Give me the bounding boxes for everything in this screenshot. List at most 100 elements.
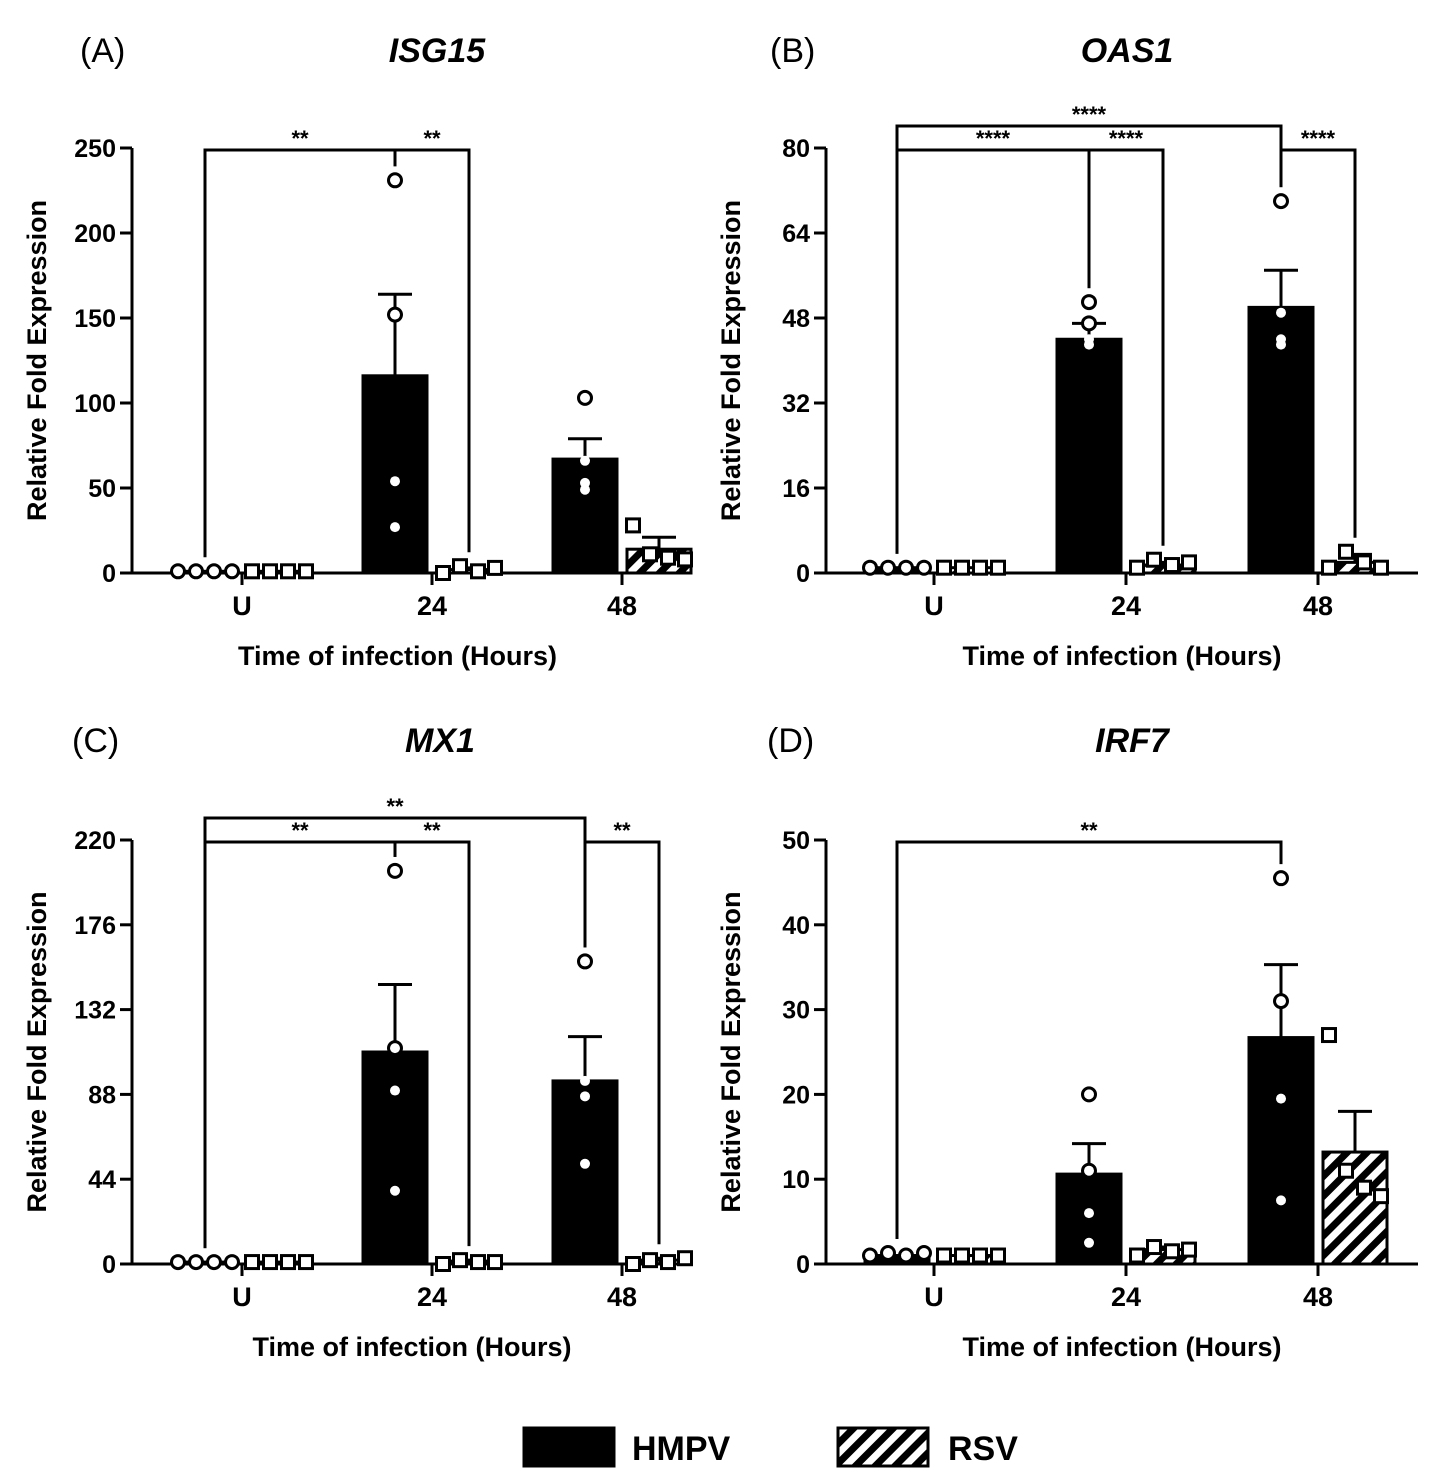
data-point bbox=[577, 953, 593, 970]
y-tick-label: 30 bbox=[782, 997, 810, 1025]
legend-swatch-hmpv bbox=[522, 1426, 616, 1468]
legend-label-hmpv: HMPV bbox=[632, 1430, 731, 1468]
data-point bbox=[862, 559, 878, 576]
data-point bbox=[1081, 315, 1097, 332]
data-point bbox=[580, 1158, 590, 1169]
bar-hmpv bbox=[1247, 305, 1315, 575]
data-point bbox=[1081, 294, 1097, 311]
data-point bbox=[1276, 1093, 1286, 1104]
significance-label: ** bbox=[291, 818, 309, 843]
data-point bbox=[390, 1085, 400, 1096]
significance-label: **** bbox=[1072, 102, 1107, 127]
y-tick-label: 64 bbox=[782, 220, 810, 248]
x-tick-label: 24 bbox=[1111, 591, 1141, 621]
data-point bbox=[916, 559, 932, 576]
y-tick-label: 150 bbox=[74, 305, 116, 333]
significance-label: **** bbox=[1109, 126, 1144, 151]
x-tick-label: 48 bbox=[607, 591, 637, 621]
data-point bbox=[1181, 1241, 1197, 1258]
data-point bbox=[625, 1256, 641, 1272]
data-point bbox=[435, 565, 451, 581]
x-tick-label: 24 bbox=[417, 591, 447, 621]
legend: HMPV RSV bbox=[522, 1426, 1018, 1468]
data-point bbox=[1081, 1162, 1097, 1179]
x-tick-label: 48 bbox=[1303, 591, 1333, 621]
data-point bbox=[390, 1185, 400, 1196]
x-tick-label: 48 bbox=[1303, 1282, 1333, 1312]
data-point bbox=[577, 389, 593, 406]
y-axis-title: Relative Fold Expression bbox=[22, 200, 52, 521]
significance-bracket bbox=[393, 148, 471, 553]
data-point bbox=[1321, 559, 1337, 576]
data-point bbox=[954, 559, 970, 576]
chart-title: MX1 bbox=[405, 722, 475, 760]
data-point bbox=[452, 558, 468, 575]
significance-bracket bbox=[583, 840, 661, 1245]
data-point bbox=[280, 563, 296, 580]
data-point bbox=[898, 1247, 914, 1264]
bar-hmpv bbox=[551, 457, 619, 575]
significance-label: ** bbox=[291, 126, 309, 151]
panel-label: (A) bbox=[80, 32, 125, 70]
data-point bbox=[224, 563, 240, 580]
data-point bbox=[262, 1254, 278, 1271]
data-point bbox=[642, 546, 658, 563]
data-point bbox=[677, 551, 693, 568]
data-point bbox=[1273, 193, 1289, 210]
data-point bbox=[387, 1040, 403, 1057]
y-axis-title: Relative Fold Expression bbox=[22, 891, 52, 1212]
chart-panel-c: (C) MX1 0 44 88 132 176 220 U 24 48 Time of infecti… bbox=[22, 722, 693, 1362]
data-point bbox=[1181, 554, 1197, 571]
legend-label-rsv: RSV bbox=[948, 1430, 1018, 1468]
data-point bbox=[1356, 1179, 1372, 1196]
data-point bbox=[188, 563, 204, 580]
data-point bbox=[625, 517, 641, 534]
data-point bbox=[1129, 1247, 1145, 1264]
data-point bbox=[990, 559, 1006, 576]
data-point bbox=[244, 563, 260, 580]
significance-label: ** bbox=[1080, 818, 1098, 843]
bar-hmpv bbox=[551, 1079, 619, 1266]
data-point bbox=[1273, 993, 1289, 1010]
data-point bbox=[1356, 554, 1372, 571]
panel-label: (D) bbox=[767, 722, 814, 760]
y-tick-label: 32 bbox=[782, 390, 810, 418]
x-tick-label: U bbox=[232, 1282, 252, 1312]
bar-hmpv bbox=[1055, 1172, 1123, 1266]
x-tick-label: U bbox=[924, 1282, 944, 1312]
y-tick-label: 0 bbox=[796, 1251, 810, 1279]
panel-label: (C) bbox=[72, 722, 119, 760]
data-point bbox=[580, 1075, 590, 1086]
panel-label: (B) bbox=[770, 32, 815, 70]
chart-title: IRF7 bbox=[1095, 722, 1171, 760]
significance-label: ** bbox=[386, 794, 404, 819]
y-tick-label: 16 bbox=[782, 475, 810, 503]
data-point bbox=[387, 862, 403, 879]
data-point bbox=[387, 306, 403, 323]
y-tick-label: 20 bbox=[782, 1081, 810, 1109]
significance-label: **** bbox=[976, 126, 1011, 151]
x-tick-label: U bbox=[924, 591, 944, 621]
x-axis-title: Time of infection (Hours) bbox=[252, 1332, 571, 1362]
data-point bbox=[1084, 334, 1094, 345]
data-point bbox=[642, 1252, 658, 1269]
y-tick-label: 200 bbox=[74, 220, 116, 248]
data-point bbox=[1084, 1237, 1094, 1248]
data-point bbox=[660, 549, 676, 566]
data-point bbox=[435, 1256, 451, 1272]
data-point bbox=[936, 559, 952, 576]
y-tick-label: 176 bbox=[74, 912, 116, 940]
data-point bbox=[390, 522, 400, 533]
data-point bbox=[487, 1254, 503, 1271]
y-tick-label: 40 bbox=[782, 912, 810, 940]
data-point bbox=[470, 563, 486, 580]
data-point bbox=[880, 1244, 896, 1261]
bar-rsv bbox=[1321, 1150, 1389, 1266]
significance-label: **** bbox=[1301, 126, 1336, 151]
data-point bbox=[452, 1252, 468, 1269]
data-point bbox=[298, 563, 314, 580]
x-tick-label: 24 bbox=[417, 1282, 447, 1312]
data-point bbox=[1164, 1243, 1180, 1260]
y-tick-label: 48 bbox=[782, 305, 810, 333]
